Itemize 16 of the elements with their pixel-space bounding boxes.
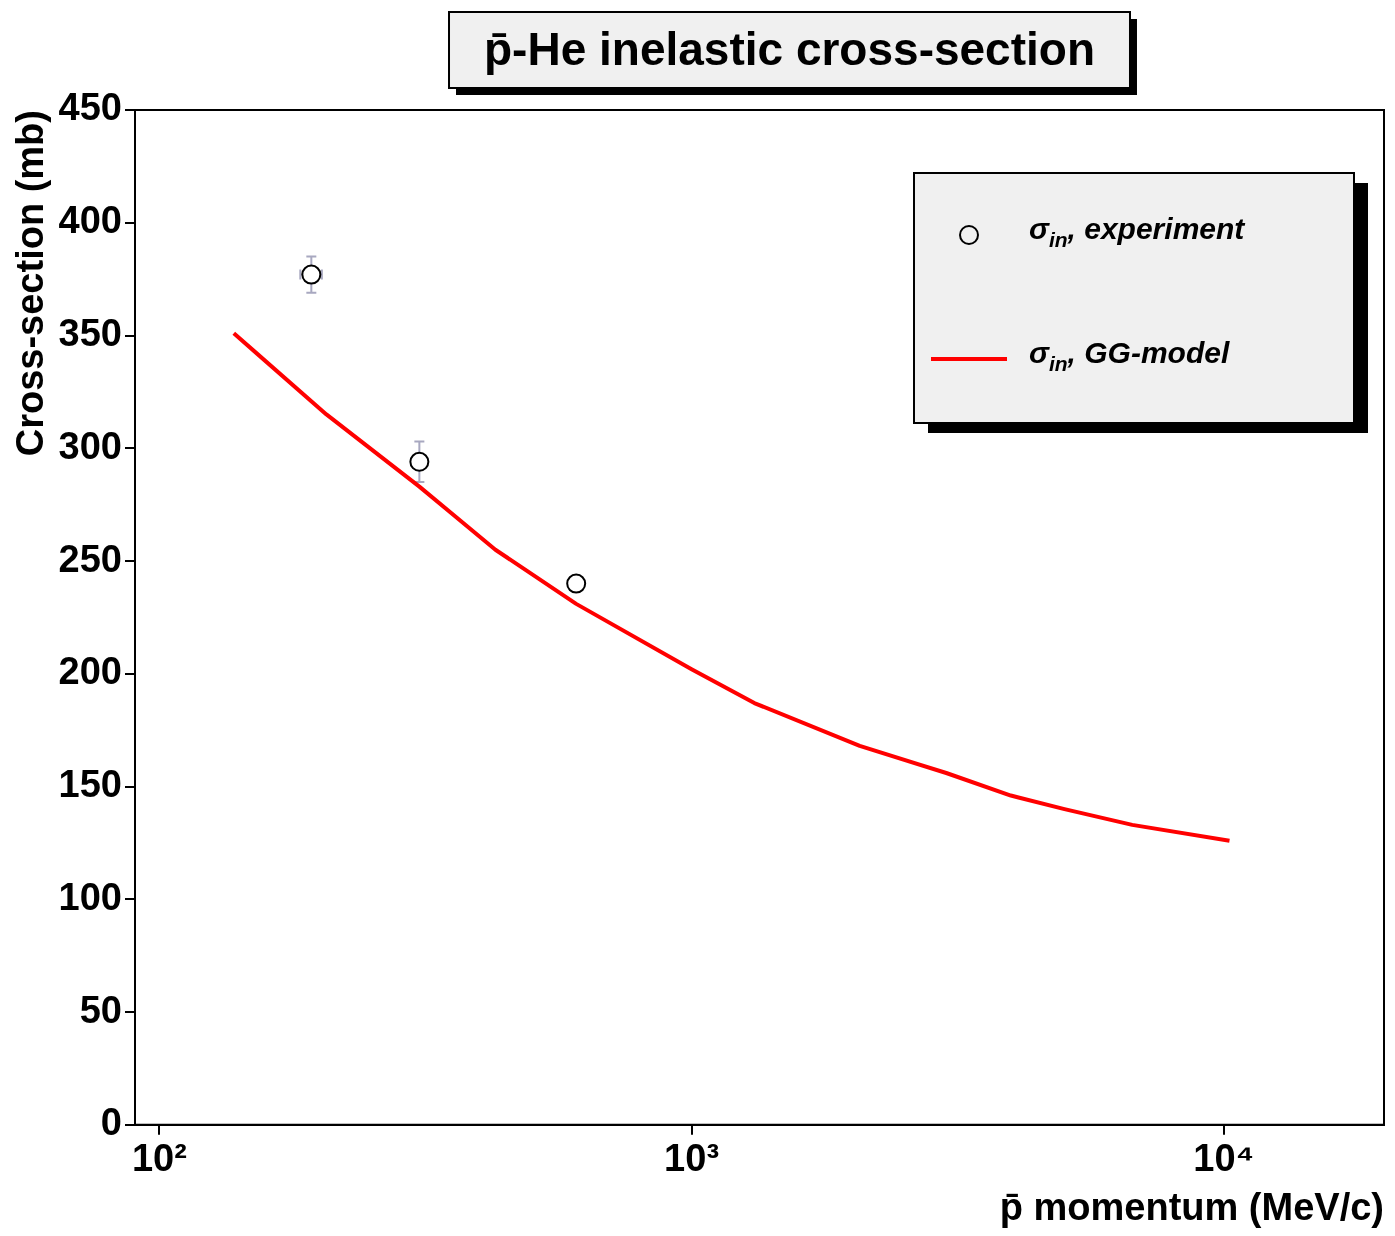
chart-title: p̄-He inelastic cross-section [484,22,1095,75]
y-tick-label: 250 [58,537,122,580]
y-tick-label: 0 [100,1101,122,1144]
x-axis-title: p̄ momentum (MeV/c) [999,1185,1384,1228]
y-axis-title: Cross-section (mb) [9,110,52,457]
y-tick-label: 50 [79,988,122,1031]
y-tick-label: 100 [58,875,122,918]
y-tick-label: 300 [58,424,122,467]
x-tick-label: 10³ [664,1137,720,1180]
y-tick-label: 450 [58,86,122,129]
x-tick-label: 10² [131,1137,187,1180]
y-tick-label: 350 [58,312,122,354]
y-tick-label: 200 [58,650,122,693]
y-tick-label: 150 [58,763,122,806]
y-tick-label: 400 [58,199,122,242]
x-tick-label: 10⁴ [1193,1137,1255,1180]
